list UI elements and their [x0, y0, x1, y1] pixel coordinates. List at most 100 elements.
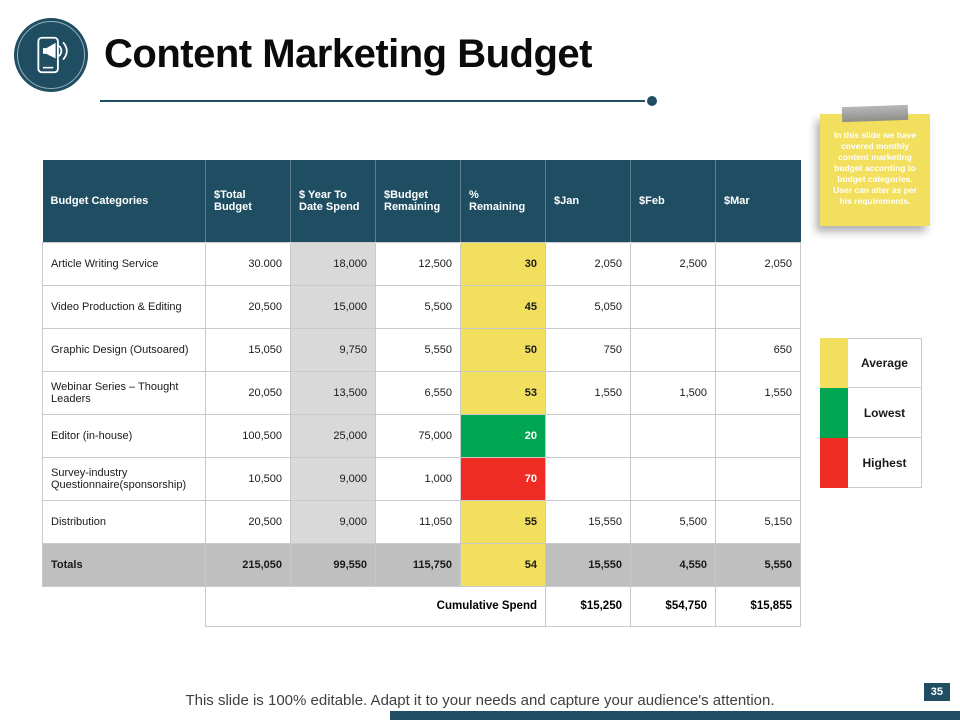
cumulative-label: Cumulative Spend	[205, 585, 546, 627]
sticky-note-text: In this slide we have covered monthly co…	[833, 130, 917, 207]
cell-pct-remaining: 55	[460, 499, 546, 544]
tape-icon	[841, 104, 909, 123]
title-divider	[100, 96, 657, 106]
cell-pct-remaining: 70	[460, 456, 546, 501]
legend-swatch-lowest-icon	[820, 388, 848, 438]
table-row: Graphic Design (Outsoared) 15,050 9,750 …	[42, 327, 801, 372]
cumulative-row: Cumulative Spend $15,250 $54,750 $15,855	[43, 585, 801, 627]
phone-megaphone-icon	[37, 36, 68, 74]
cell-budget-remaining: 12,500	[375, 241, 461, 286]
col-header-total-budget: $Total Budget	[205, 160, 291, 242]
cell-jan: 1,550	[545, 370, 631, 415]
legend-label-average: Average	[848, 338, 922, 388]
cell-pct-remaining: 50	[460, 327, 546, 372]
table-row: Survey-industry Questionnaire(sponsorshi…	[42, 456, 801, 501]
cell-pct-remaining: 53	[460, 370, 546, 415]
cumulative-mar: $15,855	[715, 585, 801, 627]
cell-total-budget: 20,500	[205, 284, 291, 329]
slide-logo	[14, 18, 88, 92]
cell-total-budget: 100,500	[205, 413, 291, 458]
cell-pct-remaining: 30	[460, 241, 546, 286]
sticky-note: In this slide we have covered monthly co…	[820, 104, 930, 226]
cell-category: Totals	[42, 542, 206, 587]
col-header-budget-remaining: $Budget Remaining	[375, 160, 461, 242]
cell-pct-remaining: 20	[460, 413, 546, 458]
cell-mar: 2,050	[715, 241, 801, 286]
col-header-mar: $Mar	[715, 160, 801, 242]
table-row: Editor (in-house) 100,500 25,000 75,000 …	[42, 413, 801, 458]
cell-total-budget: 215,050	[205, 542, 291, 587]
cell-feb	[630, 456, 716, 501]
cell-mar: 5,150	[715, 499, 801, 544]
cell-category: Video Production & Editing	[42, 284, 206, 329]
cell-feb	[630, 284, 716, 329]
col-header-jan: $Jan	[545, 160, 631, 242]
cell-mar: 650	[715, 327, 801, 372]
cell-jan	[545, 413, 631, 458]
cell-budget-remaining: 115,750	[375, 542, 461, 587]
cell-category: Survey-industry Questionnaire(sponsorshi…	[42, 456, 206, 501]
table-header: Budget Categories $Total Budget $ Year T…	[42, 160, 801, 242]
cell-total-budget: 30.000	[205, 241, 291, 286]
cell-budget-remaining: 5,550	[375, 327, 461, 372]
cell-category: Graphic Design (Outsoared)	[42, 327, 206, 372]
cell-jan: 750	[545, 327, 631, 372]
cell-category: Webinar Series – Thought Leaders	[42, 370, 206, 415]
cell-feb: 5,500	[630, 499, 716, 544]
cell-total-budget: 20,500	[205, 499, 291, 544]
cell-category: Article Writing Service	[42, 241, 206, 286]
table-row: Video Production & Editing 20,500 15,000…	[42, 284, 801, 329]
cell-pct-remaining: 54	[460, 542, 546, 587]
cell-ytd-spend: 9,000	[290, 499, 376, 544]
page-number: 35	[923, 683, 950, 701]
bottom-accent-bar	[390, 711, 960, 720]
cell-feb: 2,500	[630, 241, 716, 286]
cell-ytd-spend: 13,500	[290, 370, 376, 415]
cell-mar: 1,550	[715, 370, 801, 415]
cell-category: Distribution	[42, 499, 206, 544]
cell-feb	[630, 413, 716, 458]
cell-feb: 4,550	[630, 542, 716, 587]
cell-jan: 15,550	[545, 499, 631, 544]
legend-swatch-highest-icon	[820, 438, 848, 488]
legend-label-highest: Highest	[848, 437, 922, 488]
cell-mar: 5,550	[715, 542, 801, 587]
cell-total-budget: 15,050	[205, 327, 291, 372]
cell-jan: 15,550	[545, 542, 631, 587]
cell-mar	[715, 284, 801, 329]
cell-budget-remaining: 1,000	[375, 456, 461, 501]
cell-jan: 2,050	[545, 241, 631, 286]
col-header-ytd-spend: $ Year To Date Spend	[290, 160, 376, 242]
blank-cell	[43, 586, 206, 626]
cell-ytd-spend: 9,750	[290, 327, 376, 372]
cell-budget-remaining: 11,050	[375, 499, 461, 544]
cell-pct-remaining: 45	[460, 284, 546, 329]
cell-budget-remaining: 5,500	[375, 284, 461, 329]
cell-total-budget: 10,500	[205, 456, 291, 501]
cell-ytd-spend: 25,000	[290, 413, 376, 458]
totals-row: Totals 215,050 99,550 115,750 54 15,550 …	[42, 542, 801, 587]
budget-table: Budget Categories $Total Budget $ Year T…	[42, 160, 801, 627]
cell-jan: 5,050	[545, 284, 631, 329]
cell-mar	[715, 413, 801, 458]
footer-note: This slide is 100% editable. Adapt it to…	[185, 692, 775, 709]
cell-ytd-spend: 18,000	[290, 241, 376, 286]
cumulative-jan: $15,250	[545, 585, 631, 627]
cell-total-budget: 20,050	[205, 370, 291, 415]
table-row: Article Writing Service 30.000 18,000 12…	[42, 241, 801, 286]
cell-ytd-spend: 99,550	[290, 542, 376, 587]
table-row: Distribution 20,500 9,000 11,050 55 15,5…	[42, 499, 801, 544]
cell-feb: 1,500	[630, 370, 716, 415]
divider-dot	[647, 96, 657, 106]
legend-item-lowest: Lowest	[820, 387, 922, 438]
cell-mar	[715, 456, 801, 501]
cell-ytd-spend: 9,000	[290, 456, 376, 501]
col-header-pct-remaining: % Remaining	[460, 160, 546, 242]
cell-category: Editor (in-house)	[42, 413, 206, 458]
legend-item-average: Average	[820, 338, 922, 388]
col-header-categories: Budget Categories	[42, 160, 206, 242]
cell-ytd-spend: 15,000	[290, 284, 376, 329]
legend: Average Lowest Highest	[820, 338, 922, 488]
page-title: Content Marketing Budget	[104, 32, 592, 76]
